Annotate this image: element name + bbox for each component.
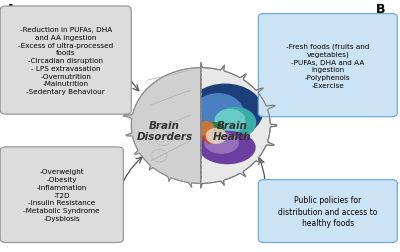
Polygon shape	[123, 68, 201, 188]
Text: -Overweight
-Obesity
-Inflammation
-T2D
-Insulin Resistance
-Metabolic Syndrome
: -Overweight -Obesity -Inflammation -T2D …	[24, 169, 100, 221]
Ellipse shape	[187, 84, 263, 139]
Ellipse shape	[206, 140, 212, 144]
Ellipse shape	[192, 94, 244, 135]
FancyBboxPatch shape	[0, 147, 123, 242]
Ellipse shape	[206, 128, 226, 144]
Ellipse shape	[204, 132, 239, 154]
Text: Brain
Disorders: Brain Disorders	[136, 120, 193, 142]
Polygon shape	[201, 63, 277, 188]
FancyBboxPatch shape	[0, 7, 131, 115]
Text: A: A	[6, 3, 16, 16]
Text: -Fresh foods (fruits and
vegetables)
-PUFAs, DHA and AA
ingestion
-Polyphenols
-: -Fresh foods (fruits and vegetables) -PU…	[286, 43, 370, 89]
Text: Brain
Health: Brain Health	[213, 120, 251, 142]
Ellipse shape	[214, 109, 246, 134]
Ellipse shape	[215, 107, 256, 139]
Text: -Reduction in PUFAs, DHA
and AA ingestion
-Excess of ultra-processed
foods
-Circ: -Reduction in PUFAs, DHA and AA ingestio…	[18, 27, 113, 95]
Ellipse shape	[199, 131, 256, 165]
FancyBboxPatch shape	[258, 180, 397, 242]
Text: B: B	[376, 3, 385, 16]
Ellipse shape	[202, 136, 208, 142]
Ellipse shape	[205, 122, 224, 135]
Ellipse shape	[198, 121, 215, 140]
Text: Public policies for
distribution and access to
healthy foods: Public policies for distribution and acc…	[278, 195, 378, 227]
FancyBboxPatch shape	[258, 14, 397, 117]
